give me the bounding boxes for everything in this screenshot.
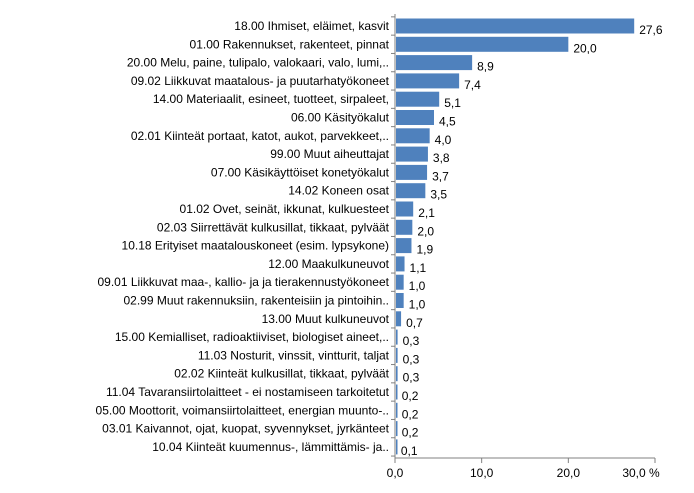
bar — [396, 384, 398, 400]
bar — [396, 36, 569, 52]
category-label: 02.03 Siirrettävät kulkusillat, tikkaat,… — [157, 220, 390, 234]
category-labels: 18.00 Ihmiset, eläimet, kasvit 01.00 Rake… — [96, 19, 390, 454]
bar — [396, 201, 414, 217]
bar — [396, 347, 398, 363]
value-labels: 27,6 20,0 8,9 7,45,1 4,5 4,0 3,8 3,7 3,5 2,1 2,0 1,… — [401, 23, 663, 458]
bar — [396, 238, 412, 254]
value-label: 1,1 — [410, 261, 427, 275]
value-label: 2,0 — [417, 224, 434, 238]
category-label: 20.00 Melu, paine, tulipalo, valokaari, … — [127, 56, 389, 70]
bar — [396, 274, 404, 290]
bar — [396, 439, 398, 455]
bar — [396, 183, 426, 199]
category-label: 09.01 Liikkuvat maa-, kallio- ja ja tier… — [98, 275, 390, 289]
bar — [396, 73, 460, 89]
bar — [396, 311, 402, 327]
bar — [396, 146, 428, 162]
category-label: 10.04 Kiinteät kuumennus-, lämmittämis- … — [152, 440, 389, 454]
category-label: 05.00 Moottorit, voimansiirtolaitteet, e… — [96, 403, 389, 417]
value-label: 0,7 — [406, 316, 423, 330]
bar — [396, 219, 413, 235]
bar — [396, 256, 405, 272]
category-label: 15.00 Kemialliset, radioaktiiviset, biol… — [115, 330, 389, 344]
bars — [396, 18, 635, 455]
x-tick-label: 10,0 — [470, 466, 494, 480]
value-label: 1,0 — [409, 279, 426, 293]
category-label: 01.02 Ovet, seinät, ikkunat, kulkuesteet — [180, 202, 390, 216]
x-tick-label: 30,0 % — [622, 466, 660, 480]
value-label: 3,7 — [432, 169, 449, 183]
bar — [396, 164, 428, 180]
bar — [396, 18, 635, 34]
value-label: 1,0 — [409, 298, 426, 312]
category-label: 09.02 Liikkuvat maatalous- ja puutarhaty… — [131, 74, 390, 88]
value-label: 3,8 — [433, 151, 450, 165]
value-label: 20,0 — [573, 41, 597, 55]
category-label: 06.00 Käsityökalut — [291, 111, 390, 125]
value-label: 2,1 — [418, 206, 435, 220]
value-label: 4,5 — [439, 115, 456, 129]
value-label: 7,4 — [464, 78, 481, 92]
x-tick-label: 0,0 — [387, 466, 404, 480]
value-label: 4,0 — [435, 133, 452, 147]
value-label: 0,3 — [403, 371, 420, 385]
value-label: 3,5 — [430, 188, 447, 202]
bar — [396, 110, 434, 125]
value-label: 1,9 — [416, 243, 433, 257]
value-label: 27,6 — [639, 23, 663, 37]
category-label: 10.18 Erityiset maatalouskoneet (esim. l… — [122, 239, 389, 253]
category-label: 11.04 Tavaransiirtolaitteet - ei nostami… — [106, 385, 390, 399]
category-label: 02.99 Muut rakennuksiin, rakenteisiin ja… — [124, 294, 390, 308]
value-label: 8,9 — [477, 60, 494, 74]
category-label: 18.00 Ihmiset, eläimet, kasvit — [234, 19, 389, 33]
bar — [396, 329, 398, 345]
category-label: 99.00 Muut aiheuttajat — [270, 147, 389, 161]
category-label: 12.00 Maakulkuneuvot — [268, 257, 389, 271]
value-label: 5,1 — [444, 96, 461, 110]
category-label: 07.00 Käsikäyttöiset konetyökalut — [211, 165, 390, 179]
category-label: 03.01 Kaivannot, ojat, kuopat, syvennyks… — [102, 422, 390, 436]
x-axis: 0,0 10,0 20,0 30,0 % — [387, 14, 660, 480]
category-label: 13.00 Muut kulkuneuvot — [262, 312, 390, 326]
value-label: 0,2 — [402, 389, 419, 403]
bar — [396, 91, 440, 107]
bar — [396, 421, 398, 437]
category-label: 11.03 Nosturit, vinssit, vintturit, talj… — [198, 348, 390, 362]
value-label: 0,3 — [403, 352, 420, 366]
value-label: 0,3 — [403, 334, 420, 348]
value-label: 0,2 — [402, 426, 419, 440]
x-tick-label: 20,0 — [557, 466, 581, 480]
category-label: 02.02 Kiinteät kulkusillat, tikkaat, pyl… — [174, 367, 389, 381]
bar — [396, 128, 430, 144]
category-label: 02.01 Kiinteät portaat, katot, aukot, pa… — [131, 129, 389, 143]
value-label: 0,2 — [402, 407, 419, 421]
bar — [396, 402, 398, 418]
category-label: 14.02 Koneen osat — [288, 184, 389, 198]
category-label: 14.00 Materiaalit, esineet, tuotteet, si… — [153, 92, 389, 106]
category-label: 01.00 Rakennukset, rakenteet, pinnat — [190, 37, 390, 51]
bar — [396, 366, 398, 382]
value-label: 0,1 — [401, 444, 418, 458]
bar — [396, 293, 404, 308]
bar — [396, 55, 473, 71]
